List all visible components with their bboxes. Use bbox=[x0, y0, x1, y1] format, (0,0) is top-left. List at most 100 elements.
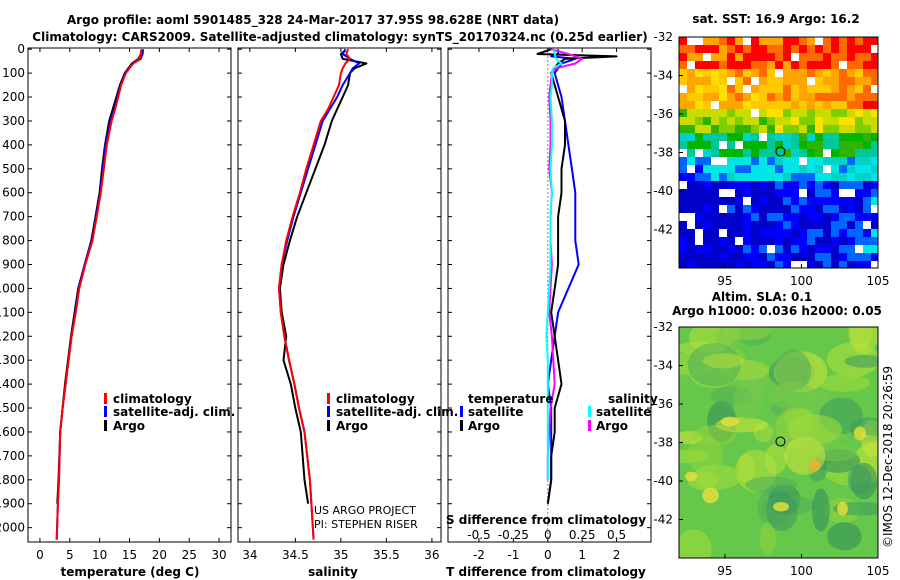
sst-cell bbox=[863, 77, 872, 86]
sst-cell bbox=[775, 109, 784, 118]
sst-cell bbox=[823, 261, 832, 268]
map-y-tick-label: -38 bbox=[653, 146, 673, 160]
sst-cell bbox=[847, 221, 856, 230]
sst-cell bbox=[783, 149, 792, 158]
sst-cell bbox=[679, 117, 688, 126]
sst-cell bbox=[775, 173, 784, 182]
map-y-tick-label: -36 bbox=[653, 397, 673, 411]
sst-cell bbox=[711, 125, 720, 134]
sst-cell bbox=[695, 77, 704, 86]
sst-cell bbox=[775, 181, 784, 190]
depth-tick-label: 500 bbox=[2, 162, 25, 176]
sst-cell bbox=[719, 261, 728, 268]
sst-cell bbox=[815, 93, 824, 102]
sst-cell bbox=[727, 93, 736, 102]
sst-cell bbox=[871, 157, 878, 166]
sst-cell bbox=[719, 157, 728, 166]
sst-cell bbox=[735, 133, 744, 142]
sst-cell bbox=[711, 61, 720, 70]
sst-cell bbox=[679, 53, 688, 62]
sst-cell bbox=[703, 133, 712, 142]
x-tick-label: 2 bbox=[613, 548, 621, 562]
sst-cell bbox=[775, 125, 784, 134]
sst-cell bbox=[743, 109, 752, 118]
sst-cell bbox=[791, 157, 800, 166]
sst-cell bbox=[743, 125, 752, 134]
sst-cell bbox=[775, 245, 784, 254]
sst-cell bbox=[839, 125, 848, 134]
sst-cell bbox=[751, 93, 760, 102]
sst-cell bbox=[783, 213, 792, 222]
sst-cell bbox=[711, 45, 720, 54]
sst-cell bbox=[815, 261, 824, 268]
sst-cell bbox=[711, 93, 720, 102]
sst-cell bbox=[871, 213, 878, 222]
sst-cell bbox=[735, 173, 744, 182]
sst-cell bbox=[783, 229, 792, 238]
sst-cell bbox=[711, 229, 720, 238]
sst-cell bbox=[679, 237, 688, 246]
sst-cell bbox=[751, 85, 760, 94]
x-tick-label: 34.5 bbox=[282, 548, 309, 562]
legend-t-satellite: satellite bbox=[468, 405, 523, 419]
sst-cell bbox=[871, 101, 878, 110]
s-tick-label: 0.5 bbox=[607, 528, 626, 542]
sst-cell bbox=[839, 61, 848, 70]
sst-cell bbox=[839, 205, 848, 214]
sst-cell bbox=[751, 109, 760, 118]
sst-cell bbox=[775, 141, 784, 150]
sst-cell bbox=[687, 109, 696, 118]
sst-cell bbox=[799, 221, 808, 230]
sst-cell bbox=[847, 61, 856, 70]
x-tick-label: 15 bbox=[122, 548, 137, 562]
sst-cell bbox=[687, 253, 696, 262]
sst-cell bbox=[791, 61, 800, 70]
legend-t-argo-swatch bbox=[460, 420, 463, 431]
sla-blob bbox=[702, 353, 744, 369]
sst-cell bbox=[703, 125, 712, 134]
sst-cell bbox=[831, 117, 840, 126]
sst-cell bbox=[847, 141, 856, 150]
sst-cell bbox=[679, 93, 688, 102]
sst-cell bbox=[743, 237, 752, 246]
x-tick-label: 30 bbox=[211, 548, 226, 562]
sst-cell bbox=[807, 205, 816, 214]
sst-cell bbox=[815, 221, 824, 230]
sst-cell bbox=[839, 101, 848, 110]
sst-cell bbox=[679, 181, 688, 190]
imos-watermark: ©IMOS 12-Dec-2018 20:26:59 bbox=[881, 366, 895, 548]
temperature-legend: climatology satellite-adj. clim. Argo bbox=[104, 392, 235, 433]
sst-cell bbox=[823, 93, 832, 102]
sst-cell bbox=[807, 85, 816, 94]
sst-cell bbox=[791, 197, 800, 206]
sst-cell bbox=[815, 45, 824, 54]
sst-cell bbox=[791, 93, 800, 102]
x-tick-label: 1 bbox=[578, 548, 586, 562]
sst-cell bbox=[839, 53, 848, 62]
depth-tick-label: 700 bbox=[2, 210, 25, 224]
sst-cell bbox=[871, 229, 878, 238]
sst-cell bbox=[823, 165, 832, 174]
sst-cell bbox=[863, 237, 872, 246]
sst-cell bbox=[695, 197, 704, 206]
sst-cell bbox=[847, 189, 856, 198]
sst-cell bbox=[799, 125, 808, 134]
sst-cell bbox=[799, 165, 808, 174]
sst-cell bbox=[743, 181, 752, 190]
sst-cell bbox=[711, 117, 720, 126]
sst-cell bbox=[695, 45, 704, 54]
sst-cell bbox=[759, 77, 768, 86]
sst-cell bbox=[735, 189, 744, 198]
sst-cell bbox=[767, 181, 776, 190]
sst-cell bbox=[783, 205, 792, 214]
sst-cell bbox=[703, 197, 712, 206]
sst-cell bbox=[743, 77, 752, 86]
sst-cell bbox=[839, 109, 848, 118]
sst-cell bbox=[799, 61, 808, 70]
sst-cell bbox=[863, 173, 872, 182]
sst-cell bbox=[871, 117, 878, 126]
sst-cell bbox=[775, 93, 784, 102]
sst-cell bbox=[767, 237, 776, 246]
sla-blob bbox=[787, 414, 843, 445]
sst-cell bbox=[871, 237, 878, 246]
